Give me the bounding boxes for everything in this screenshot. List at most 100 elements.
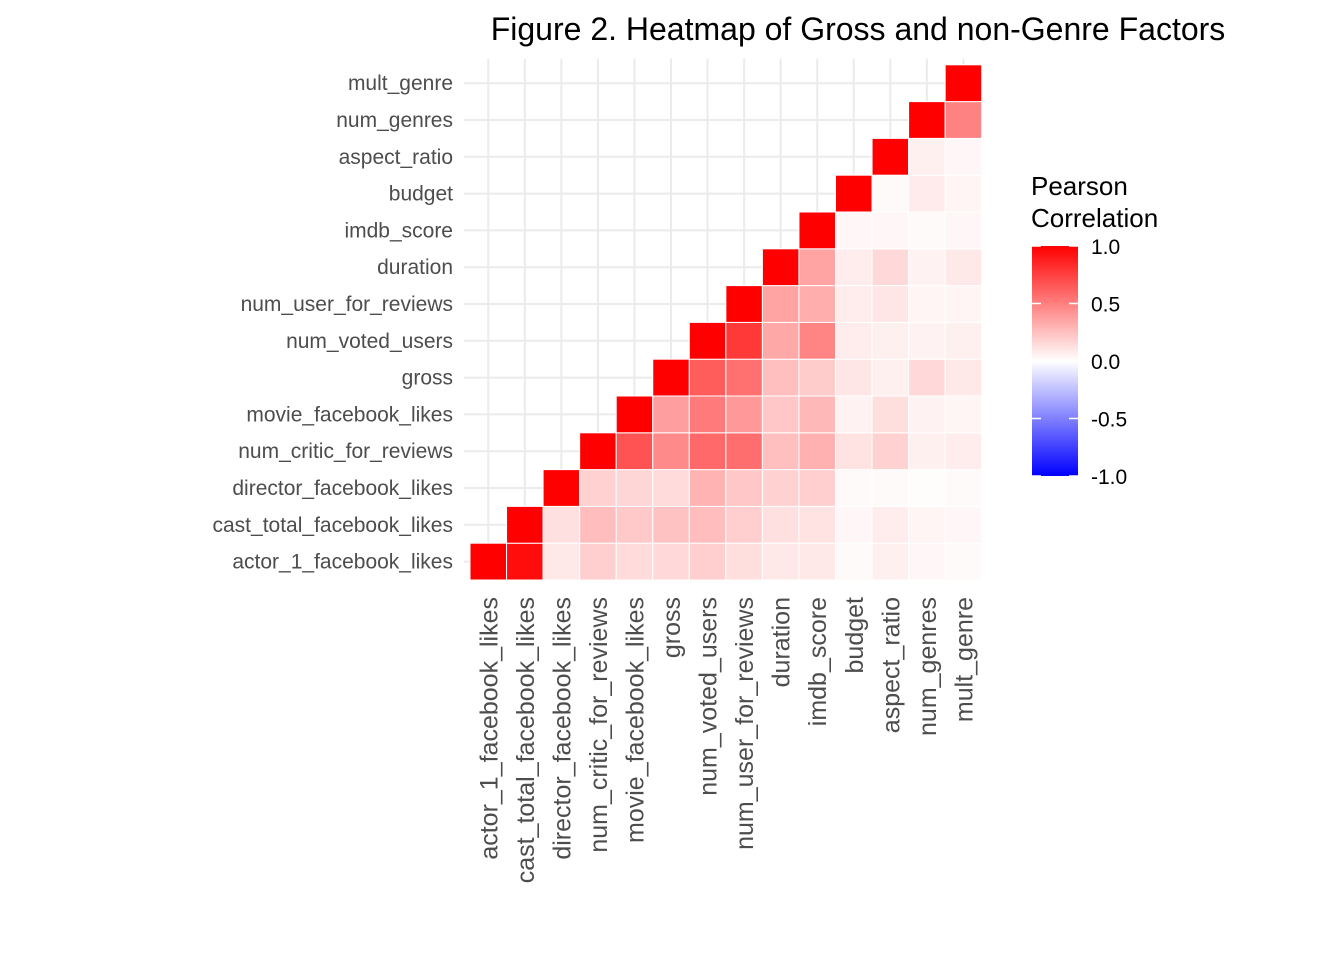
heatmap-cell-cast_total_facebook_likes-num_critic_for_reviews — [579, 505, 617, 544]
heatmap-cell-num_critic_for_reviews-budget — [835, 432, 873, 471]
heatmap-cell-num_user_for_reviews-budget — [835, 285, 873, 323]
y-tick-label-aspect_ratio: aspect_ratio — [339, 146, 453, 169]
heatmap-cell-movie_facebook_likes-mult_genre — [944, 395, 983, 434]
heatmap-cell-num_genres-mult_genre — [944, 101, 983, 139]
legend-tick-label-0.0: 0.0 — [1091, 351, 1120, 374]
heatmap-cell-mult_genre-mult_genre — [944, 64, 983, 103]
x-tick-label-actor_1_facebook_likes: actor_1_facebook_likes — [475, 597, 503, 860]
heatmap-cell-aspect_ratio-aspect_ratio — [871, 137, 910, 176]
heatmap-cell-actor_1_facebook_likes-budget — [835, 542, 873, 581]
y-tick-label-director_facebook_likes: director_facebook_likes — [232, 477, 453, 500]
heatmap-cell-num_critic_for_reviews-num_voted_users — [688, 432, 727, 471]
heatmap-cell-gross-gross — [652, 358, 690, 397]
legend: Pearson Correlation 1.0 0.5 0.0 -0.5 -1.0 — [1031, 171, 1158, 489]
heatmap-cell-imdb_score-num_genres — [908, 211, 946, 250]
heatmap-cell-imdb_score-aspect_ratio — [871, 211, 910, 250]
heatmap-cell-duration-aspect_ratio — [871, 248, 910, 287]
heatmap-cell-budget-aspect_ratio — [871, 174, 910, 213]
y-tick-label-movie_facebook_likes: movie_facebook_likes — [246, 403, 453, 426]
heatmap-cell-cast_total_facebook_likes-imdb_score — [798, 505, 837, 544]
heatmap-cell-actor_1_facebook_likes-duration — [761, 542, 800, 581]
heatmap-cell-actor_1_facebook_likes-cast_total_facebook_likes — [506, 542, 544, 581]
heatmap-cell-num_user_for_reviews-num_user_for_reviews — [725, 285, 763, 323]
heatmap-cell-aspect_ratio-num_genres — [908, 137, 946, 176]
heatmap-cell-duration-mult_genre — [944, 248, 983, 287]
heatmap-cell-num_critic_for_reviews-aspect_ratio — [871, 432, 910, 471]
heatmap-cell-cast_total_facebook_likes-duration — [761, 505, 800, 544]
heatmap-cell-movie_facebook_likes-duration — [761, 395, 800, 434]
heatmap-cell-num_voted_users-imdb_score — [798, 321, 837, 360]
heatmap-cell-actor_1_facebook_likes-num_genres — [908, 542, 946, 581]
legend-tick-label--1.0: -1.0 — [1091, 466, 1127, 489]
heatmap-cell-movie_facebook_likes-gross — [652, 395, 690, 434]
heatmap-cell-num_critic_for_reviews-movie_facebook_likes — [615, 432, 654, 471]
x-tick-label-mult_genre: mult_genre — [950, 597, 978, 722]
legend-tick-label--0.5: -0.5 — [1091, 409, 1127, 432]
heatmap-cell-cast_total_facebook_likes-num_user_for_reviews — [725, 505, 763, 544]
heatmap-cell-num_critic_for_reviews-num_genres — [908, 432, 946, 471]
y-tick-label-gross: gross — [402, 367, 453, 390]
heatmap-cell-movie_facebook_likes-aspect_ratio — [871, 395, 910, 434]
heatmap-cell-cast_total_facebook_likes-aspect_ratio — [871, 505, 910, 544]
x-tick-label-budget: budget — [841, 597, 869, 674]
x-tick-label-gross: gross — [658, 597, 686, 658]
heatmap-cell-cast_total_facebook_likes-num_voted_users — [688, 505, 727, 544]
heatmap-cell-num_critic_for_reviews-duration — [761, 432, 800, 471]
heatmap-cell-gross-duration — [761, 358, 800, 397]
x-tick-label-num_genres: num_genres — [914, 597, 942, 736]
heatmap-cell-gross-imdb_score — [798, 358, 837, 397]
y-tick-label-num_voted_users: num_voted_users — [286, 330, 453, 353]
heatmap-cell-actor_1_facebook_likes-gross — [652, 542, 690, 581]
heatmap-cell-director_facebook_likes-duration — [761, 469, 800, 507]
heatmap-cell-num_voted_users-budget — [835, 321, 873, 360]
heatmap-cell-movie_facebook_likes-imdb_score — [798, 395, 837, 434]
heatmap-cell-actor_1_facebook_likes-actor_1_facebook_likes — [469, 542, 508, 581]
heatmap-cell-num_voted_users-mult_genre — [944, 321, 983, 360]
heatmap-cells — [469, 64, 983, 581]
heatmap-cell-budget-mult_genre — [944, 174, 983, 213]
heatmap-cell-budget-num_genres — [908, 174, 946, 213]
heatmap-cell-gross-num_voted_users — [688, 358, 727, 397]
heatmap-cell-director_facebook_likes-budget — [835, 469, 873, 507]
heatmap-cell-gross-num_user_for_reviews — [725, 358, 763, 397]
heatmap-cell-actor_1_facebook_likes-num_critic_for_reviews — [579, 542, 617, 581]
legend-tick-label-0.5: 0.5 — [1091, 294, 1120, 317]
legend-title-line-2: Correlation — [1031, 203, 1158, 233]
heatmap-cell-director_facebook_likes-gross — [652, 469, 690, 507]
heatmap-cell-duration-num_genres — [908, 248, 946, 287]
heatmap-cell-num_user_for_reviews-num_genres — [908, 285, 946, 323]
heatmap-cell-cast_total_facebook_likes-cast_total_facebook_likes — [506, 505, 544, 544]
y-tick-label-num_critic_for_reviews: num_critic_for_reviews — [238, 440, 453, 463]
y-tick-label-mult_genre: mult_genre — [348, 72, 453, 95]
y-tick-label-duration: duration — [377, 256, 453, 279]
heatmap-cell-gross-mult_genre — [944, 358, 983, 397]
heatmap-cell-cast_total_facebook_likes-director_facebook_likes — [542, 505, 581, 544]
heatmap-cell-aspect_ratio-mult_genre — [944, 137, 983, 176]
heatmap-cell-director_facebook_likes-num_critic_for_reviews — [579, 469, 617, 507]
heatmap-cell-actor_1_facebook_likes-num_user_for_reviews — [725, 542, 763, 581]
x-axis-labels: actor_1_facebook_likes cast_total_faceboo… — [475, 597, 978, 883]
heatmap-cell-director_facebook_likes-director_facebook_likes — [542, 469, 581, 507]
heatmap-cell-imdb_score-imdb_score — [798, 211, 837, 250]
heatmap-cell-num_genres-num_genres — [908, 101, 946, 139]
heatmap-cell-actor_1_facebook_likes-mult_genre — [944, 542, 983, 581]
heatmap-cell-movie_facebook_likes-num_user_for_reviews — [725, 395, 763, 434]
heatmap-cell-num_voted_users-num_voted_users — [688, 321, 727, 360]
legend-title-line-1: Pearson — [1031, 171, 1128, 201]
legend-tick-label-1.0: 1.0 — [1091, 236, 1120, 259]
heatmap-cell-num_user_for_reviews-aspect_ratio — [871, 285, 910, 323]
heatmap-cell-cast_total_facebook_likes-movie_facebook_likes — [615, 505, 654, 544]
x-tick-label-imdb_score: imdb_score — [804, 597, 832, 726]
heatmap-cell-num_critic_for_reviews-num_critic_for_reviews — [579, 432, 617, 471]
heatmap-cell-movie_facebook_likes-num_genres — [908, 395, 946, 434]
heatmap-cell-director_facebook_likes-num_genres — [908, 469, 946, 507]
heatmap-cell-num_voted_users-duration — [761, 321, 800, 360]
heatmap-cell-budget-budget — [835, 174, 873, 213]
heatmap-cell-gross-aspect_ratio — [871, 358, 910, 397]
chart-title: Figure 2. Heatmap of Gross and non-Genre… — [491, 11, 1226, 47]
heatmap-cell-num_voted_users-aspect_ratio — [871, 321, 910, 360]
heatmap-cell-cast_total_facebook_likes-budget — [835, 505, 873, 544]
x-tick-label-num_user_for_reviews: num_user_for_reviews — [731, 597, 759, 850]
heatmap-cell-imdb_score-budget — [835, 211, 873, 250]
